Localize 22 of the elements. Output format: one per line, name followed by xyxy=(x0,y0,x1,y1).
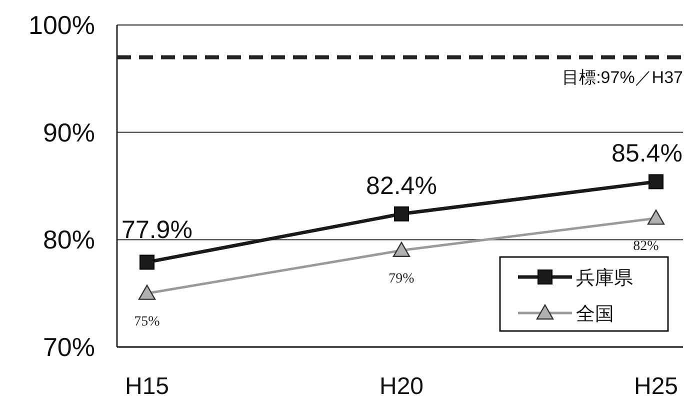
x-tick-label: H25 xyxy=(634,373,678,400)
y-tick-label: 100% xyxy=(28,10,95,40)
data-label: 82.4% xyxy=(366,172,437,200)
x-tick-label: H15 xyxy=(124,373,170,400)
ref-line-label: 目標:97%／H37 xyxy=(562,68,683,88)
point xyxy=(647,210,665,225)
legend-label: 兵庫県 xyxy=(576,267,633,289)
data-label: 77.9% xyxy=(122,216,192,244)
point xyxy=(392,242,410,257)
y-tick-label: 70% xyxy=(42,332,95,362)
point xyxy=(140,254,154,270)
y-tick-label: 90% xyxy=(42,117,95,148)
data-label: 79% xyxy=(388,271,415,286)
data-label: 75% xyxy=(134,314,160,330)
data-label: 85.4% xyxy=(612,140,682,168)
point xyxy=(648,174,664,190)
x-tick-label: H20 xyxy=(379,373,424,400)
y-tick-label: 80% xyxy=(42,224,95,255)
point xyxy=(394,206,409,222)
point xyxy=(138,284,156,300)
data-label: 82% xyxy=(633,239,660,254)
legend-label: 全国 xyxy=(576,304,614,325)
